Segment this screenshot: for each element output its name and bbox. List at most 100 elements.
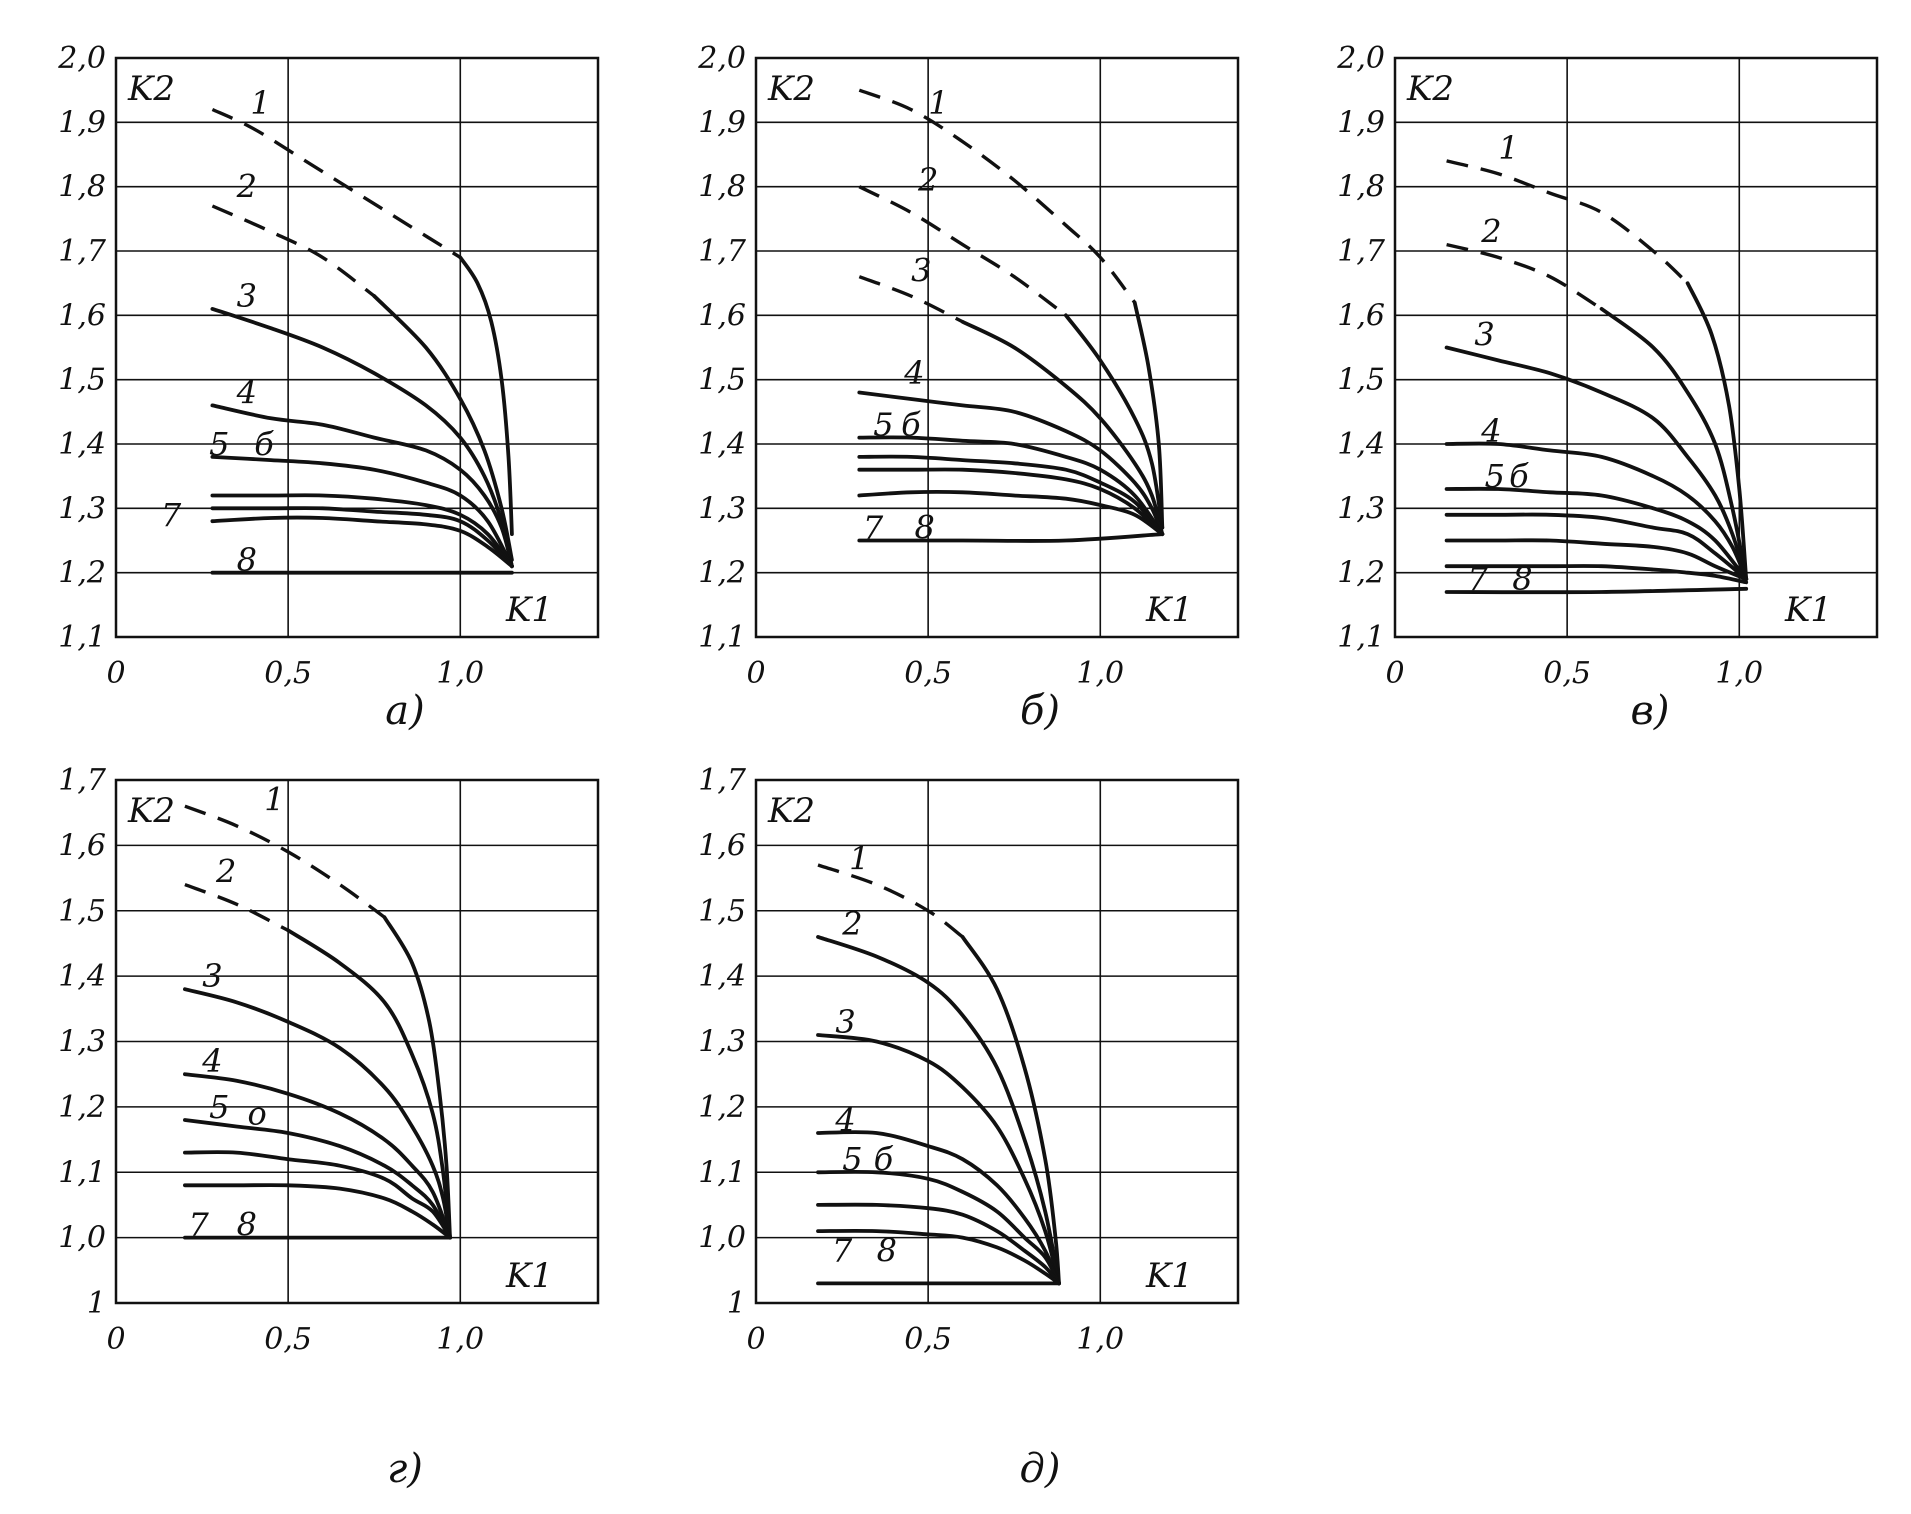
y-axis-label: K2 (767, 791, 815, 831)
y-axis-label: K2 (127, 791, 175, 831)
series-4-curve (210, 403, 514, 569)
curve-number-label: 4 (903, 354, 924, 392)
y-tick-label: 1,6 (58, 828, 106, 863)
series-2-curve (184, 883, 452, 1240)
x-tick-label: 0 (1385, 656, 1404, 691)
curve-number-label: о (248, 1094, 267, 1132)
y-tick-label: 1,1 (1337, 620, 1385, 655)
series-line (816, 935, 1061, 1286)
y-tick-label: 1,0 (698, 1221, 746, 1256)
series-3-curve (1444, 345, 1749, 581)
series-2-curve (211, 204, 514, 562)
series-line (816, 1033, 1061, 1286)
y-tick-label: 2,0 (697, 41, 746, 76)
series-3-curve (858, 275, 1165, 536)
x-tick-label: 0,5 (264, 656, 312, 691)
y-tick-label: 1,6 (698, 298, 746, 333)
x-axis-label: K1 (1145, 1256, 1193, 1296)
curve-number-label: 4 (1480, 412, 1501, 450)
series-line (210, 307, 514, 569)
y-tick-label: 1,2 (698, 1090, 746, 1125)
series-line-dashed (817, 863, 964, 939)
curve-number-label: 1 (928, 84, 948, 122)
curve-number-label: 4 (201, 1042, 222, 1080)
series-7-curve (183, 1183, 452, 1240)
series-line-dashed (1446, 242, 1603, 311)
series-5-curve (857, 435, 1165, 536)
series-1-curve (211, 107, 514, 536)
y-tick-label: 1,7 (58, 234, 107, 269)
y-tick-label: 1,8 (1337, 170, 1385, 205)
x-tick-label: 1,0 (1715, 656, 1763, 691)
y-axis-label: K2 (767, 69, 815, 109)
series-5-curve (183, 1118, 452, 1240)
y-tick-label: 1,1 (698, 620, 746, 655)
curve-number-label: б (254, 425, 274, 463)
y-tick-label: 1,9 (1337, 105, 1385, 140)
panel-label: г) (387, 1446, 423, 1492)
series-8-curve (857, 532, 1165, 543)
series-line (183, 987, 452, 1240)
series-2-curve (816, 935, 1061, 1286)
y-tick-label: 1,3 (698, 1025, 746, 1060)
y-tick-label: 1,5 (58, 894, 106, 929)
series-line (210, 455, 514, 569)
series-6-curve (183, 1150, 452, 1240)
y-tick-label: 1,2 (58, 1090, 106, 1125)
y-tick-label: 1,9 (58, 105, 106, 140)
x-axis-label: K1 (1145, 590, 1193, 630)
curve-number-label: 1 (264, 781, 284, 819)
curve-number-label: 8 (237, 1206, 257, 1244)
series-line (816, 1228, 1061, 1286)
curve-number-label: 7 (1467, 560, 1488, 598)
series-line (960, 935, 1061, 1286)
series-line (183, 1072, 452, 1240)
curve-number-label: 2 (215, 853, 236, 891)
series-line (210, 493, 514, 569)
y-tick-label: 1,7 (58, 763, 107, 798)
curve-number-label: б (1509, 457, 1529, 495)
series-2-curve (1446, 242, 1749, 581)
y-tick-label: 1,6 (1337, 298, 1385, 333)
curve-number-label: 8 (915, 509, 935, 547)
curve-number-label: 2 (841, 905, 862, 943)
y-tick-label: 1,7 (698, 763, 747, 798)
series-2-curve (858, 185, 1165, 530)
y-tick-label: 1,7 (1337, 234, 1386, 269)
curve-number-label: 7 (161, 496, 182, 534)
series-line (960, 319, 1165, 536)
series-6-curve (816, 1202, 1061, 1286)
series-1-curve (817, 863, 1061, 1286)
curve-number-label: 2 (917, 161, 938, 199)
y-tick-label: 1,4 (58, 959, 106, 994)
curve-number-label: 7 (863, 509, 884, 547)
series-4-curve (816, 1130, 1061, 1286)
x-tick-label: 1,0 (436, 656, 484, 691)
x-axis-label: K1 (505, 590, 553, 630)
curve-number-label: б (874, 1140, 894, 1178)
y-tick-label: 1 (87, 1286, 106, 1321)
series-3-curve (816, 1033, 1061, 1286)
y-tick-label: 1 (727, 1286, 746, 1321)
series-4-curve (1444, 441, 1749, 581)
series-4-curve (183, 1072, 452, 1240)
series-line (1599, 307, 1749, 581)
y-tick-label: 1,0 (58, 1221, 106, 1256)
series-line (1444, 345, 1749, 581)
series-1-curve (858, 88, 1165, 530)
series-6-curve (210, 493, 514, 569)
series-line-dashed (211, 107, 462, 259)
y-tick-label: 2,0 (57, 41, 106, 76)
curve-number-label: 8 (1512, 560, 1532, 598)
curve-number-label: 3 (835, 1003, 855, 1041)
y-tick-label: 1,4 (1337, 427, 1385, 462)
chart-panel-4: 11,01,11,21,31,41,51,61,70 0,5 1,0K2K11234… (58, 763, 600, 1492)
series-line (857, 435, 1165, 536)
curve-number-label: 1 (849, 839, 869, 877)
curve-number-label: 4 (236, 374, 257, 412)
plot-frame (114, 56, 600, 639)
series-line (183, 1150, 452, 1240)
series-line (458, 255, 514, 536)
series-line (1064, 313, 1165, 530)
